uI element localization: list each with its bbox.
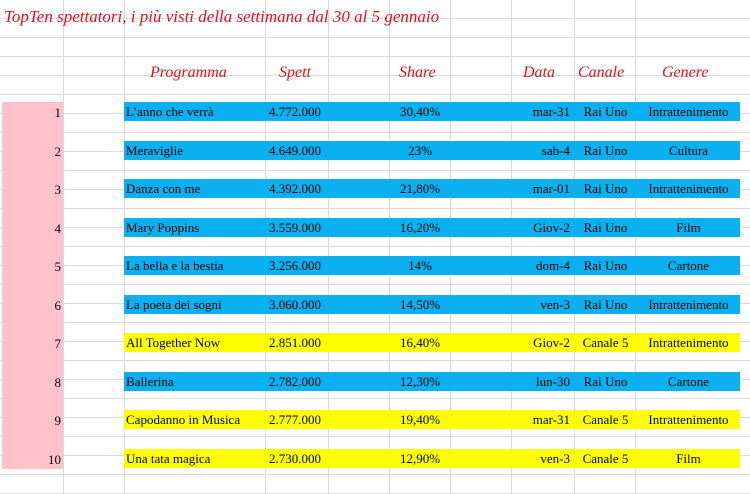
cell-data[interactable]: dom-4 (536, 258, 570, 273)
header-data[interactable]: Data (523, 64, 555, 81)
table-row-highlight (124, 256, 740, 275)
cell-canale[interactable]: Rai Uno (583, 143, 628, 158)
table-row-highlight (124, 449, 740, 468)
rank-column-highlight (2, 102, 63, 469)
cell-programma[interactable]: Ballerina (126, 374, 174, 389)
cell-programma[interactable]: La poeta dei sogni (126, 297, 222, 312)
rank-number[interactable]: 2 (54, 144, 62, 159)
cell-canale[interactable]: Rai Uno (583, 220, 628, 235)
rank-number[interactable]: 5 (54, 259, 62, 274)
rank-number[interactable]: 10 (48, 452, 61, 467)
column-divider (389, 0, 390, 494)
cell-canale[interactable]: Canale 5 (582, 335, 629, 350)
cell-genere[interactable]: Cartone (667, 374, 710, 389)
sheet-title[interactable]: TopTen spettatori, i più visti della set… (4, 7, 440, 26)
cell-spett[interactable]: 2.730.000 (269, 451, 321, 466)
cell-genere[interactable]: Film (676, 220, 701, 235)
column-divider (635, 0, 636, 494)
cell-programma[interactable]: All Together Now (126, 335, 221, 350)
cell-programma[interactable]: Mary Poppins (126, 220, 200, 235)
header-genere[interactable]: Genere (662, 64, 709, 81)
table-row-highlight (124, 410, 740, 429)
table-row-highlight (124, 218, 740, 237)
header-programma[interactable]: Programma (150, 64, 227, 81)
table-row-highlight (124, 179, 740, 198)
cell-share[interactable]: 30,40% (399, 104, 441, 119)
cell-data[interactable]: Giov-2 (533, 335, 570, 350)
cell-genere[interactable]: Cartone (667, 258, 710, 273)
cell-canale[interactable]: Rai Uno (583, 104, 628, 119)
header-canale[interactable]: Canale (578, 64, 625, 81)
cell-genere[interactable]: Intrattenimento (648, 104, 729, 119)
rank-number[interactable]: 6 (54, 298, 62, 313)
cell-spett[interactable]: 3.559.000 (269, 220, 321, 235)
cell-data[interactable]: ven-3 (540, 297, 570, 312)
cell-canale[interactable]: Rai Uno (583, 374, 628, 389)
cell-genere[interactable]: Cultura (669, 143, 708, 158)
cell-spett[interactable]: 3.060.000 (269, 297, 321, 312)
column-divider (511, 0, 512, 494)
rank-number[interactable]: 1 (54, 105, 62, 120)
header-share[interactable]: Share (399, 64, 436, 81)
cell-data[interactable]: lun-30 (536, 374, 570, 389)
column-divider (574, 0, 575, 494)
cell-programma[interactable]: Una tata magica (126, 451, 211, 466)
cell-canale[interactable]: Rai Uno (583, 181, 628, 196)
cell-programma[interactable]: L’anno che verrà (126, 104, 214, 119)
cell-spett[interactable]: 4.649.000 (269, 143, 321, 158)
cell-share[interactable]: 16,40% (399, 335, 441, 350)
table-row-highlight (124, 141, 740, 160)
cell-canale[interactable]: Rai Uno (583, 258, 628, 273)
cell-data[interactable]: mar-31 (532, 104, 570, 119)
cell-share[interactable]: 23% (408, 143, 432, 158)
cell-genere[interactable]: Film (676, 451, 701, 466)
cell-programma[interactable]: Meraviglie (126, 143, 184, 158)
cell-spett[interactable]: 4.392.000 (269, 181, 321, 196)
column-divider (265, 0, 266, 494)
cell-programma[interactable]: La bella e la bestia (126, 258, 224, 273)
cell-data[interactable]: mar-31 (532, 412, 570, 427)
cell-genere[interactable]: Intrattenimento (648, 335, 729, 350)
cell-share[interactable]: 12,30% (399, 374, 441, 389)
cell-data[interactable]: sab-4 (541, 143, 570, 158)
cell-canale[interactable]: Canale 5 (582, 412, 629, 427)
cell-data[interactable]: ven-3 (540, 451, 570, 466)
cell-share[interactable]: 14,50% (399, 297, 441, 312)
column-divider (450, 0, 451, 494)
cell-canale[interactable]: Rai Uno (583, 297, 628, 312)
cell-share[interactable]: 12,90% (399, 451, 441, 466)
cell-genere[interactable]: Intrattenimento (648, 412, 729, 427)
cell-genere[interactable]: Intrattenimento (648, 181, 729, 196)
table-row-highlight (124, 295, 740, 314)
table-row-highlight (124, 333, 740, 352)
cell-programma[interactable]: Danza con me (126, 181, 201, 196)
cell-share[interactable]: 14% (408, 258, 432, 273)
rank-number[interactable]: 8 (54, 375, 62, 390)
cell-programma[interactable]: Capodanno in Musica (126, 412, 241, 427)
cell-spett[interactable]: 4.772.000 (269, 104, 321, 119)
cell-share[interactable]: 19,40% (399, 412, 441, 427)
cell-data[interactable]: mar-01 (532, 181, 570, 196)
rank-number[interactable]: 4 (54, 221, 62, 236)
cell-spett[interactable]: 2.851.000 (269, 335, 321, 350)
cell-spett[interactable]: 2.777.000 (269, 412, 321, 427)
column-divider (63, 0, 64, 494)
rank-number[interactable]: 7 (54, 336, 62, 351)
cell-data[interactable]: Giov-2 (533, 220, 570, 235)
header-spett[interactable]: Spett (279, 64, 311, 81)
rank-number[interactable]: 3 (54, 182, 62, 197)
table-row-highlight (124, 372, 740, 391)
cell-canale[interactable]: Canale 5 (582, 451, 629, 466)
cell-share[interactable]: 21,80% (399, 181, 441, 196)
rank-number[interactable]: 9 (54, 413, 62, 428)
cell-spett[interactable]: 2.782.000 (269, 374, 321, 389)
cell-share[interactable]: 16,20% (399, 220, 441, 235)
column-divider (328, 0, 329, 494)
column-divider (124, 0, 125, 494)
table-row-highlight (124, 102, 740, 121)
cell-genere[interactable]: Intrattenimento (648, 297, 729, 312)
cell-spett[interactable]: 3.256.000 (269, 258, 321, 273)
